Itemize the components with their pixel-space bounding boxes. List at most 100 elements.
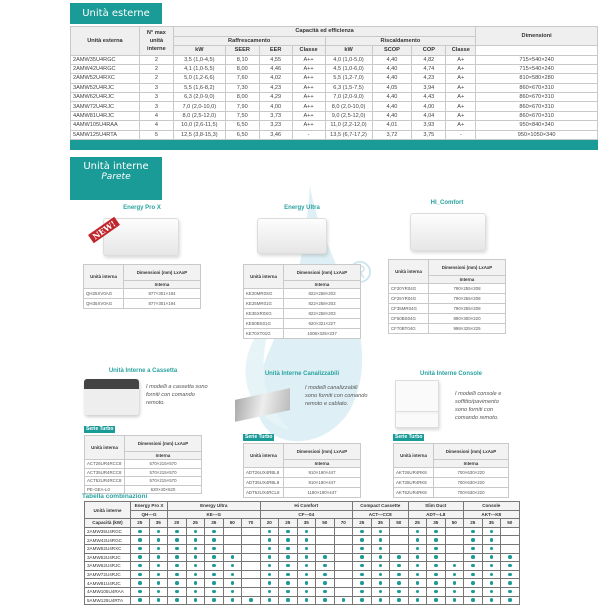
wall-unit-image [257, 218, 327, 254]
cell: 4,23 [411, 73, 447, 84]
model-code: KE35XR0SG [243, 308, 284, 319]
compat-cell [148, 535, 168, 545]
compat-cell [296, 578, 316, 588]
compatible-dot-icon [212, 555, 216, 559]
compat-cell [426, 552, 446, 563]
cell: 4,40 [371, 92, 413, 103]
compatible-dot-icon [489, 563, 493, 568]
capacity: 25 [407, 518, 427, 528]
col-cop: COP [411, 45, 447, 56]
table-row: 2AMW52U4RXC 2 5,0 (1,2-6,6) 7,60 4,02 A++ 5,5 … [70, 73, 598, 84]
compat-cell [130, 578, 150, 588]
compat-cell [407, 552, 427, 563]
capacity: 25 [185, 518, 205, 528]
cell: 3,46 [258, 129, 293, 141]
compat-cell [130, 561, 150, 571]
compat-cell [241, 552, 261, 563]
compatible-dot-icon [415, 563, 419, 568]
compatible-dot-icon [193, 538, 197, 542]
capacity: 35 [370, 518, 390, 528]
compat-cell [481, 578, 501, 588]
cell: 4,55 [258, 54, 293, 65]
compatible-dot-icon [378, 529, 382, 534]
cell: 3 [138, 92, 174, 103]
compatible-dot-icon [397, 572, 401, 577]
capacity: 25 [463, 518, 483, 528]
compatible-dot-icon [304, 598, 308, 602]
compatible-dot-icon [434, 529, 438, 534]
header-row: Unità interne Energy Pro X Energy Ultra Hi … [84, 500, 520, 520]
cell: 4,40 [371, 110, 413, 122]
compatible-dot-icon [341, 598, 345, 602]
compatible-dot-icon [175, 572, 179, 577]
product-title: Unità Interne a Cassetta [108, 368, 178, 374]
compat-cell [148, 543, 168, 554]
table-row: 3AMW72U4RJC 3 7,0 (2,0-10,0) 7,90 4,00 A++ 8,0… [70, 101, 598, 112]
compat-cell [333, 526, 353, 537]
dimensions: 890×300×220 [428, 313, 506, 324]
compat-cell [463, 561, 483, 571]
compat-cell [259, 586, 279, 597]
cell: A++ [291, 92, 326, 103]
dimensions: 877×301×194 [123, 288, 201, 299]
compatible-dot-icon [378, 589, 382, 594]
table-row: 4AMW81U4RJC [84, 578, 520, 588]
compat-cell [389, 552, 409, 563]
compat-cell [463, 552, 483, 563]
table-row: AKT35UR4RK8 700×630×220 [393, 477, 509, 488]
family-name: Console [463, 501, 520, 511]
compatible-dot-icon [378, 572, 382, 577]
compatible-dot-icon [286, 589, 290, 594]
compat-cell [130, 526, 150, 537]
cell: 2 [138, 63, 174, 75]
compat-cell [315, 595, 335, 605]
dimensions: 570×215×570 [124, 467, 202, 477]
compat-cell [426, 543, 446, 554]
table-row: ADT52UX4RCL8 1180×190×447 [243, 487, 361, 498]
compatible-dot-icon [175, 581, 179, 585]
header-row: Unità interna Dimensioni (mm) LxAxP [83, 264, 201, 289]
model-code: ADT35UX4RBL8 [243, 477, 284, 488]
col-dim: Dimensioni (mm) LxAxP [283, 443, 361, 460]
combinations-table: Unità interne Energy Pro X Energy Ultra Hi … [84, 500, 520, 605]
col-seer: SEER [224, 45, 260, 56]
cell: 6,3 (1,5-7,5) [324, 82, 373, 94]
header-row: Interna [85, 451, 202, 460]
table-row: 2AMW42U4RGC [84, 535, 520, 545]
col-unit: Unità interne [84, 500, 131, 520]
dimensions: 1180×190×447 [283, 487, 361, 498]
cell: 4 [138, 110, 174, 122]
compat-cell [130, 595, 150, 605]
col-dim: Dimensioni (mm) LxAxP [123, 264, 201, 281]
compat-cell [481, 595, 501, 605]
cell: 950×1050×340 [475, 129, 598, 141]
compat-cell [352, 578, 372, 588]
cell: 4,00 [258, 101, 293, 112]
cell: 4,40 [371, 54, 413, 65]
compat-cell [185, 569, 205, 580]
cell: A+ [445, 63, 477, 75]
table-row: KE20MR0SG 822×258×203 [243, 288, 361, 299]
compatible-dot-icon [489, 529, 493, 534]
dimensions: 910×190×447 [283, 477, 361, 488]
compatible-dot-icon [267, 563, 271, 568]
compatible-dot-icon [138, 529, 142, 534]
compat-cell [463, 526, 483, 537]
compatible-dot-icon [138, 555, 142, 559]
compatible-dot-icon [323, 581, 327, 585]
compat-cell [500, 561, 520, 571]
compat-cell [148, 595, 168, 605]
cell: 4,1 (1,0-5,5) [172, 63, 226, 75]
table-row: 3AMW72U4RJC [84, 569, 520, 580]
outdoor-unit: 4AMW105U4RAA [84, 586, 131, 597]
capacity: 35 [481, 518, 501, 528]
capacity: 35 [426, 518, 446, 528]
cell: 3,72 [371, 129, 413, 141]
cell: 4,0 (1,0-5,0) [324, 54, 373, 65]
family-name: Energy Ultra [167, 501, 261, 511]
product-title: Unità Interne Canalizzabili [264, 371, 340, 377]
cell: 3 [138, 101, 174, 112]
compatible-dot-icon [415, 572, 419, 577]
compat-cell [167, 535, 187, 545]
product-group: Unità Interne a Cassetta I modelli a cass… [84, 368, 208, 494]
